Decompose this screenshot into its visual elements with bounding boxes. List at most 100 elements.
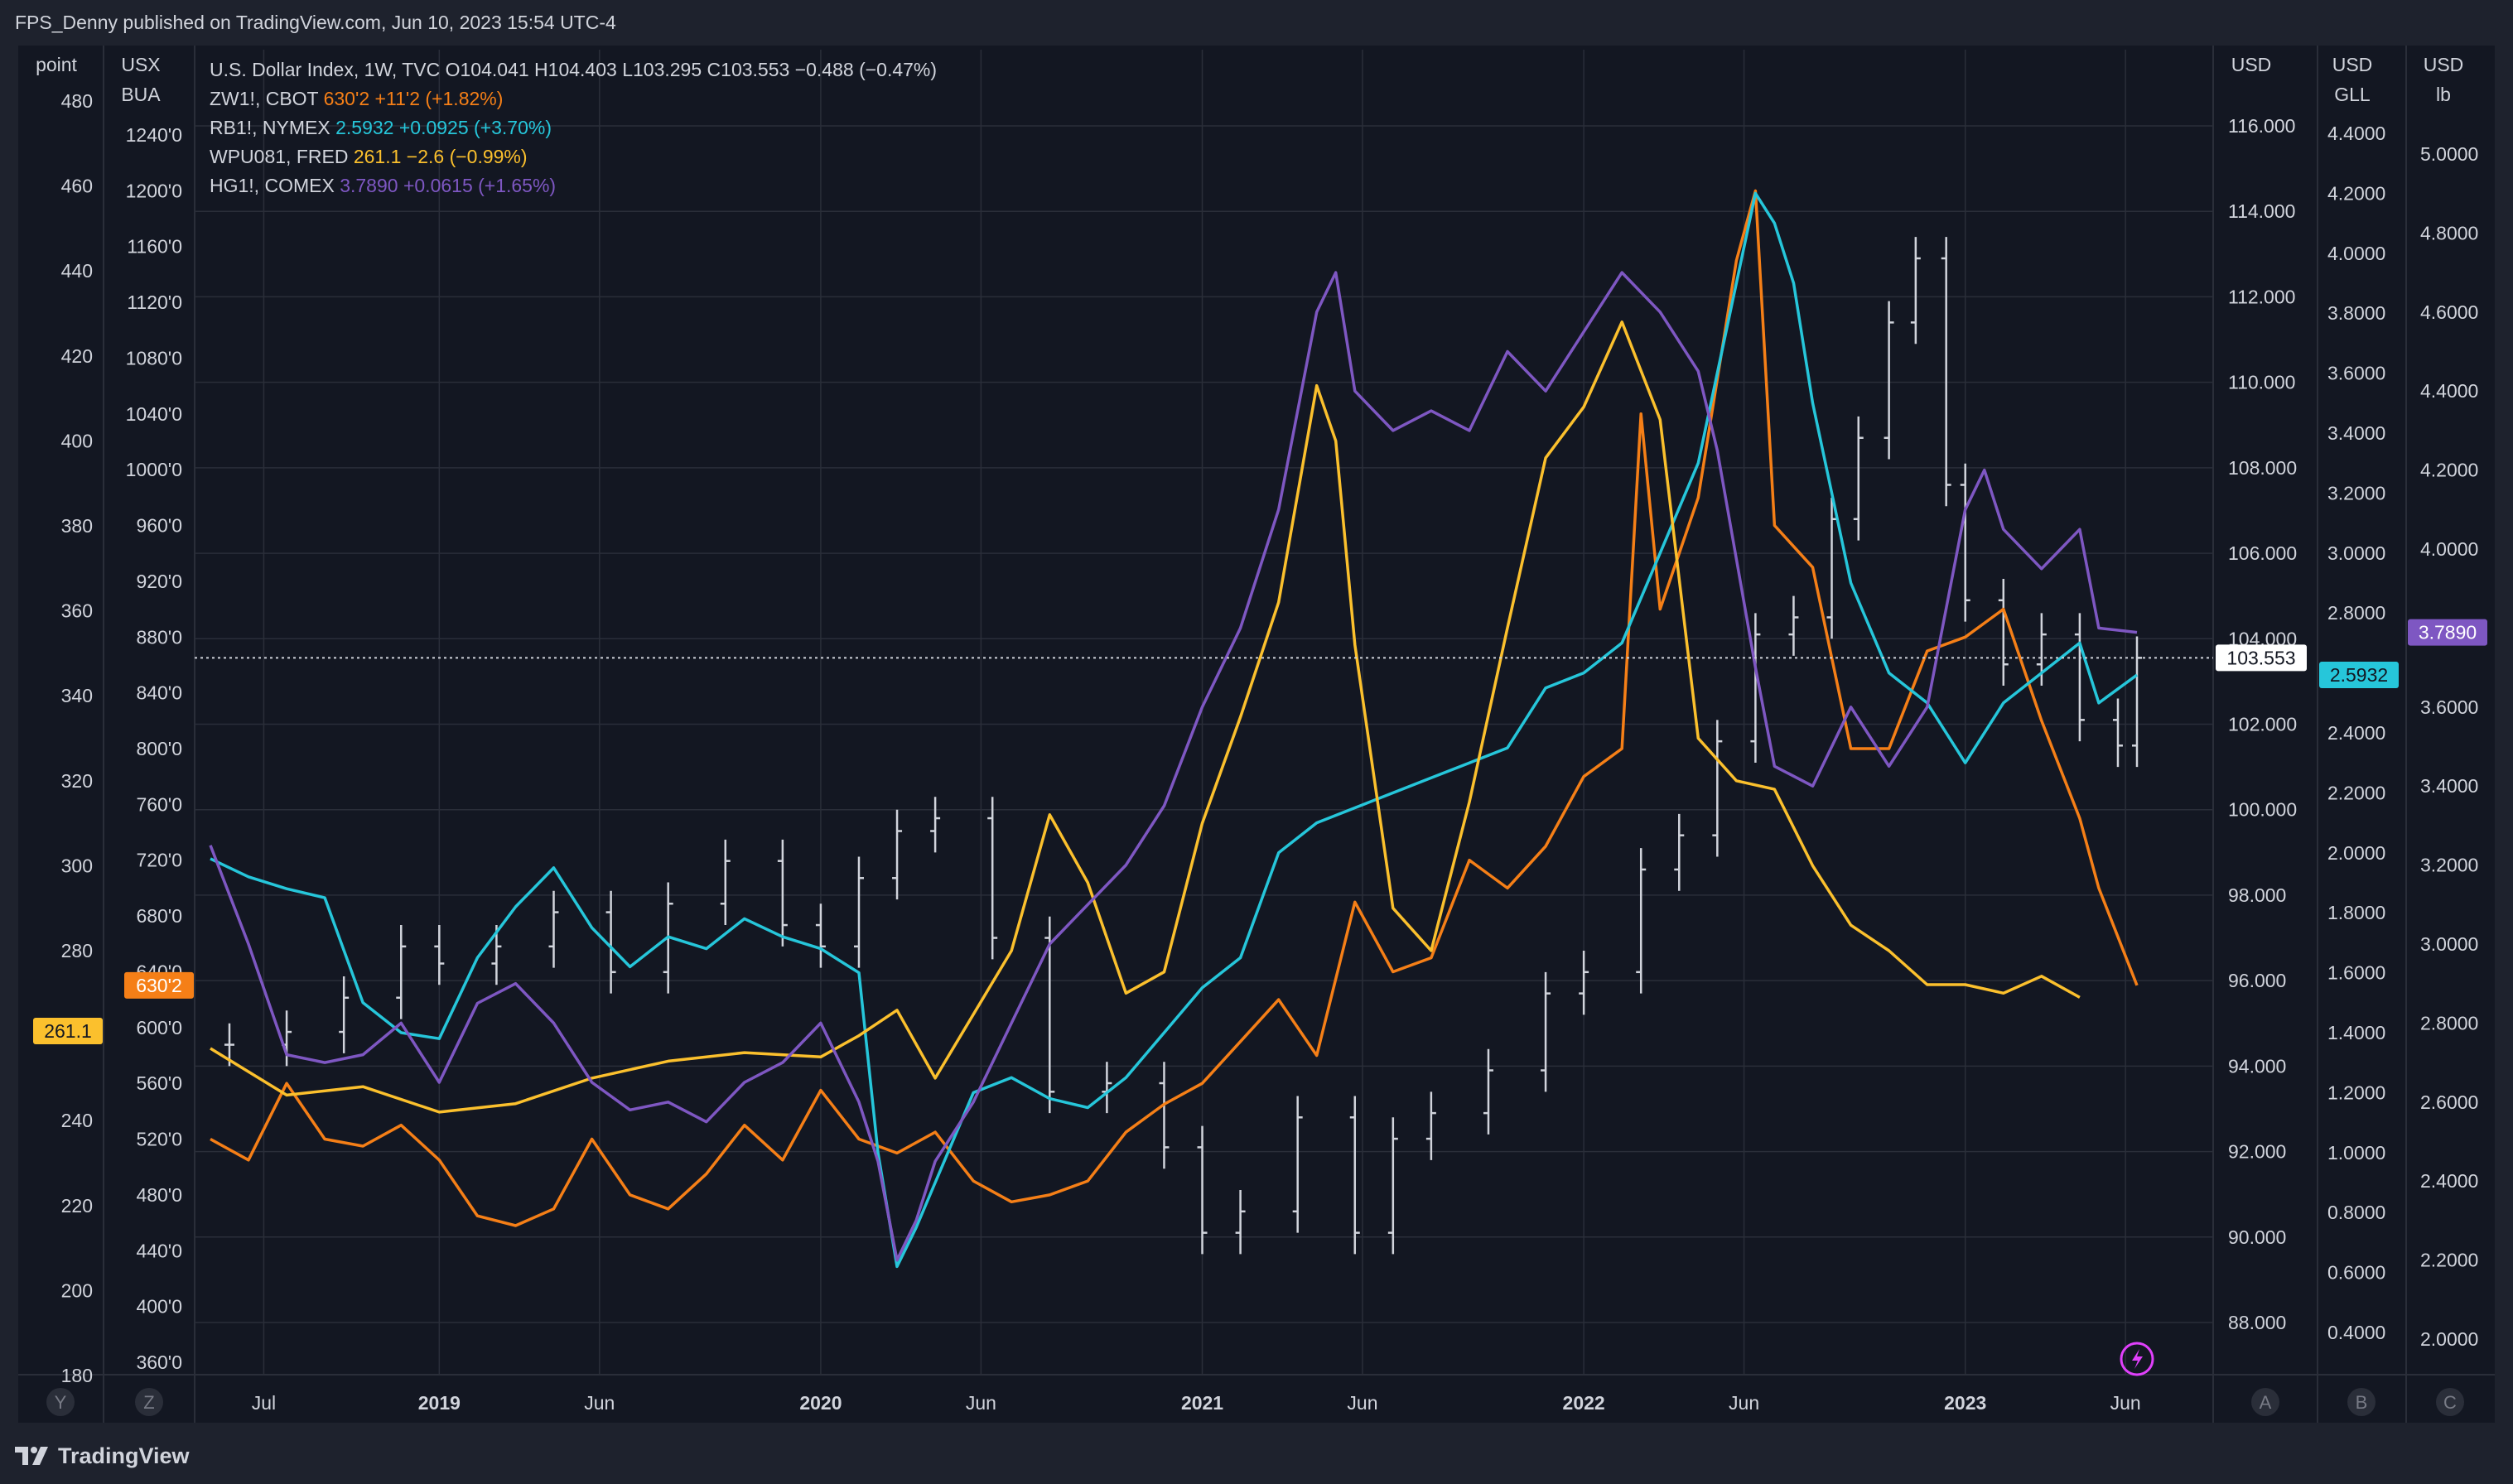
axis-tick-label: 440'0 <box>136 1240 182 1261</box>
axis-tick-label: 1120'0 <box>127 292 182 313</box>
axis-tick-label: 98.000 <box>2228 884 2286 906</box>
axis-tick-label: 92.000 <box>2228 1141 2286 1163</box>
axis-unit-label: USD <box>2332 54 2373 75</box>
legend-row[interactable]: ZW1!, CBOT 630'2 +11'2 (+1.82%) <box>210 88 503 109</box>
axis-unit-label: USD <box>2231 54 2272 75</box>
chart-grid <box>18 46 2495 1423</box>
axis-button-c[interactable] <box>2436 1388 2464 1416</box>
chart-series[interactable] <box>209 189 2142 1269</box>
axis-tick-label: 0.4000 <box>2327 1322 2385 1343</box>
axis-tick-label: 1080'0 <box>126 347 182 369</box>
legend-row[interactable]: RB1!, NYMEX 2.5932 +0.0925 (+3.70%) <box>210 117 552 138</box>
time-axis-label: 2021 <box>1181 1392 1223 1414</box>
axis-tick-label: 110.000 <box>2228 372 2295 393</box>
price-label-tag <box>2216 644 2307 672</box>
axis-tick-label: 180 <box>61 1365 93 1386</box>
axis-tick-label: 2.4000 <box>2420 1170 2478 1192</box>
axis-tick-label: 116.000 <box>2228 115 2295 137</box>
axis-tick-label: 1.6000 <box>2327 962 2385 984</box>
series-line-wpu[interactable] <box>210 320 2081 1114</box>
axis-tick-label: 3.0000 <box>2327 542 2385 564</box>
axis-tick-label: 4.2000 <box>2420 460 2478 481</box>
legend-row[interactable]: HG1!, COMEX 3.7890 +0.0615 (+1.65%) <box>210 175 556 196</box>
axis-tick-label: 480 <box>61 90 93 112</box>
axis-tick-label: 3.6000 <box>2327 363 2385 384</box>
price-label-text: 630'2 <box>136 975 182 996</box>
axis-button-label: Y <box>55 1392 67 1413</box>
axis-tick-label: 3.4000 <box>2420 775 2478 797</box>
axis-unit-label: point <box>36 54 77 75</box>
time-axis-label: Jun <box>1729 1392 1759 1414</box>
chart-axes: Jul 2019 Jun 2020 Jun 2021 Jun 2022 Jun 2023 Jun Y Z… <box>36 54 2478 1416</box>
axis-tick-label: 400 <box>61 430 93 451</box>
time-axis-label: Jun <box>2110 1392 2141 1414</box>
axis-unit-label: USX <box>121 54 160 75</box>
axis-unit-label: BUA <box>121 84 161 105</box>
axis-tick-label: 280 <box>61 940 93 961</box>
legend-row[interactable]: WPU081, FRED 261.1 −2.6 (−0.99%) <box>210 146 528 167</box>
axis-tick-label: 320 <box>61 770 93 792</box>
price-label-text: 3.7890 <box>2419 622 2477 643</box>
axis-tick-label: 760'0 <box>136 793 182 815</box>
axis-tick-label: 960'0 <box>136 515 182 537</box>
axis-tick-label: 200 <box>61 1279 93 1301</box>
axis-tick-label: 4.8000 <box>2420 222 2478 243</box>
axis-button-a[interactable] <box>2251 1388 2279 1416</box>
chart-pane-background <box>18 46 2495 1423</box>
axis-tick-label: 480'0 <box>136 1184 182 1206</box>
axis-tick-label: 720'0 <box>136 850 182 871</box>
axis-tick-label: 4.2000 <box>2327 182 2385 204</box>
axis-tick-label: 3.2000 <box>2327 482 2385 504</box>
publication-header: FPS_Denny published on TradingView.com, … <box>15 12 616 33</box>
axis-button-y[interactable] <box>46 1388 75 1416</box>
axis-tick-label: 400'0 <box>136 1296 182 1318</box>
axis-tick-label: 102.000 <box>2228 714 2297 735</box>
time-axis-label: Jun <box>584 1392 615 1414</box>
axis-tick-label: 2.4000 <box>2327 722 2385 744</box>
legend-row[interactable]: U.S. Dollar Index, 1W, TVC O104.041 H104… <box>210 59 937 80</box>
axis-tick-label: 1.2000 <box>2327 1082 2385 1103</box>
axis-button-label: C <box>2443 1392 2457 1413</box>
series-line-rbob[interactable] <box>210 191 2139 1269</box>
series-line-copper[interactable] <box>209 271 2138 1262</box>
axis-button-b[interactable] <box>2347 1388 2376 1416</box>
axis-tick-label: 3.2000 <box>2420 855 2478 876</box>
series-line-wheat[interactable] <box>210 189 2139 1227</box>
tradingview-footer[interactable]: TradingView <box>15 1439 190 1472</box>
axis-tick-label: 360'0 <box>136 1352 182 1373</box>
axis-tick-label: 1240'0 <box>126 124 182 146</box>
axis-tick-label: 3.4000 <box>2327 422 2385 444</box>
axis-tick-label: 840'0 <box>136 682 182 704</box>
axis-tick-label: 112.000 <box>2228 286 2295 307</box>
lightning-icon[interactable] <box>2120 1342 2154 1376</box>
axis-tick-label: 100.000 <box>2228 799 2297 821</box>
axis-tick-label: 880'0 <box>136 626 182 648</box>
axis-tick-label: 460 <box>61 176 93 197</box>
axis-tick-label: 94.000 <box>2228 1055 2286 1077</box>
time-axis-label: 2022 <box>1563 1392 1605 1414</box>
axis-tick-label: 4.0000 <box>2420 538 2478 560</box>
axis-unit-label: USD <box>2424 54 2464 75</box>
axis-tick-label: 108.000 <box>2228 457 2297 479</box>
series-dxy-bars[interactable] <box>224 237 2142 1255</box>
price-label-text: 103.553 <box>2226 647 2295 668</box>
axis-tick-label: 1160'0 <box>127 236 182 258</box>
axis-tick-label: 4.4000 <box>2327 123 2385 144</box>
axis-tick-label: 600'0 <box>136 1017 182 1038</box>
axis-tick-label: 3.0000 <box>2420 933 2478 955</box>
axis-button-z[interactable] <box>135 1388 163 1416</box>
price-label-tag <box>124 971 194 999</box>
axis-tick-label: 1.8000 <box>2327 902 2385 923</box>
price-label-tag <box>2319 662 2399 689</box>
axis-tick-label: 2.2000 <box>2420 1250 2478 1271</box>
axis-tick-label: 0.8000 <box>2327 1202 2385 1223</box>
axis-button-label: Z <box>143 1392 154 1413</box>
axis-tick-label: 2.0000 <box>2327 842 2385 864</box>
axis-tick-label: 520'0 <box>136 1129 182 1150</box>
axis-tick-label: 106.000 <box>2228 542 2297 564</box>
axis-tick-label: 0.6000 <box>2327 1262 2385 1284</box>
axis-tick-label: 96.000 <box>2228 970 2286 991</box>
axis-tick-label: 2.8000 <box>2327 602 2385 624</box>
axis-tick-label: 440 <box>61 260 93 282</box>
